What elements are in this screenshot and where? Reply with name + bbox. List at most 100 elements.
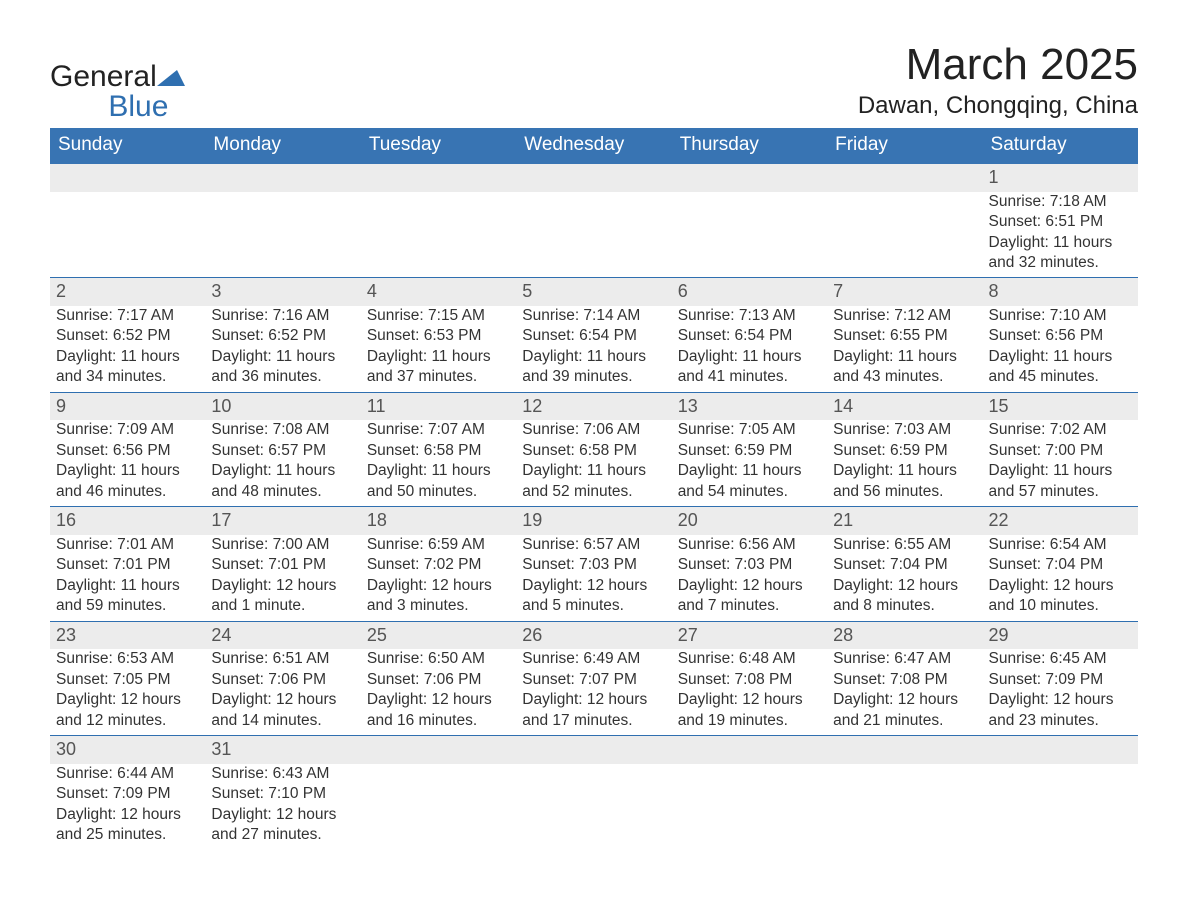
day-number: 1 [983,164,1138,192]
sunrise-line: Sunrise: 6:54 AM [989,536,1107,553]
day-number [205,164,360,192]
calendar-day-cell: 1Sunrise: 7:18 AMSunset: 6:51 PMDaylight… [983,164,1138,278]
sunset-line: Sunset: 7:04 PM [989,556,1104,573]
daylight-line: Daylight: 11 hours and 56 minutes. [833,462,957,499]
logo-icon [157,68,185,86]
sunset-line: Sunset: 6:56 PM [56,442,171,459]
sunrise-line: Sunrise: 6:50 AM [367,650,485,667]
calendar-day-cell: 3Sunrise: 7:16 AMSunset: 6:52 PMDaylight… [205,278,360,392]
day-number [361,164,516,192]
day-number: 21 [827,507,982,535]
day-number: 7 [827,278,982,306]
day-number [827,164,982,192]
calendar-day-cell: 19Sunrise: 6:57 AMSunset: 7:03 PMDayligh… [516,507,671,621]
daylight-line: Daylight: 11 hours and 32 minutes. [989,234,1113,271]
day-details: Sunrise: 7:10 AMSunset: 6:56 PMDaylight:… [983,306,1138,392]
day-details: Sunrise: 7:15 AMSunset: 6:53 PMDaylight:… [361,306,516,392]
daylight-line: Daylight: 11 hours and 41 minutes. [678,348,802,385]
sunset-line: Sunset: 7:05 PM [56,671,171,688]
day-details: Sunrise: 6:55 AMSunset: 7:04 PMDaylight:… [827,535,982,621]
day-number: 5 [516,278,671,306]
calendar-day-cell [361,736,516,850]
day-number: 17 [205,507,360,535]
sunset-line: Sunset: 6:53 PM [367,327,482,344]
daylight-line: Daylight: 11 hours and 36 minutes. [211,348,335,385]
daylight-line: Daylight: 11 hours and 39 minutes. [522,348,646,385]
day-number: 3 [205,278,360,306]
sunrise-line: Sunrise: 7:03 AM [833,421,951,438]
calendar-day-cell: 20Sunrise: 6:56 AMSunset: 7:03 PMDayligh… [672,507,827,621]
daylight-line: Daylight: 11 hours and 34 minutes. [56,348,180,385]
sunset-line: Sunset: 7:09 PM [989,671,1104,688]
sunset-line: Sunset: 6:58 PM [522,442,637,459]
sunrise-line: Sunrise: 6:57 AM [522,536,640,553]
sunset-line: Sunset: 6:52 PM [211,327,326,344]
daylight-line: Daylight: 11 hours and 45 minutes. [989,348,1113,385]
calendar-day-cell: 29Sunrise: 6:45 AMSunset: 7:09 PMDayligh… [983,621,1138,735]
title-block: March 2025 Dawan, Chongqing, China [858,40,1138,120]
day-details: Sunrise: 7:16 AMSunset: 6:52 PMDaylight:… [205,306,360,392]
sunrise-line: Sunrise: 6:43 AM [211,765,329,782]
day-number: 18 [361,507,516,535]
calendar-day-cell: 11Sunrise: 7:07 AMSunset: 6:58 PMDayligh… [361,392,516,506]
sunrise-line: Sunrise: 7:01 AM [56,536,174,553]
calendar-day-cell [672,164,827,278]
day-number: 2 [50,278,205,306]
day-number: 28 [827,622,982,650]
calendar-day-cell: 28Sunrise: 6:47 AMSunset: 7:08 PMDayligh… [827,621,982,735]
sunrise-line: Sunrise: 7:07 AM [367,421,485,438]
daylight-line: Daylight: 12 hours and 21 minutes. [833,691,958,728]
calendar-day-cell: 7Sunrise: 7:12 AMSunset: 6:55 PMDaylight… [827,278,982,392]
day-number: 19 [516,507,671,535]
calendar-day-cell [983,736,1138,850]
day-details: Sunrise: 6:53 AM Sunset: 7:05 PM Daylight:… [50,649,205,735]
sunrise-line: Sunrise: 6:44 AM [56,765,174,782]
day-number: 8 [983,278,1138,306]
sunrise-line: Sunrise: 7:08 AM [211,421,329,438]
day-number [361,736,516,764]
calendar-day-cell: 14Sunrise: 7:03 AMSunset: 6:59 PMDayligh… [827,392,982,506]
day-number: 11 [361,393,516,421]
calendar-day-cell [50,164,205,278]
day-details: Sunrise: 7:17 AMSunset: 6:52 PMDaylight:… [50,306,205,392]
day-number: 12 [516,393,671,421]
calendar-day-cell [361,164,516,278]
day-details: Sunrise: 6:57 AMSunset: 7:03 PMDaylight:… [516,535,671,621]
day-details: Sunrise: 6:56 AMSunset: 7:03 PMDaylight:… [672,535,827,621]
calendar-day-cell: 22Sunrise: 6:54 AMSunset: 7:04 PMDayligh… [983,507,1138,621]
sunrise-line: Sunrise: 7:02 AM [989,421,1107,438]
day-number [50,164,205,192]
daylight-line: Daylight: 12 hours and 12 minutes. [56,691,181,728]
sunrise-line: Sunrise: 7:05 AM [678,421,796,438]
day-number: 31 [205,736,360,764]
day-number: 9 [50,393,205,421]
day-number: 26 [516,622,671,650]
day-number: 24 [205,622,360,650]
daylight-line: Daylight: 11 hours and 57 minutes. [989,462,1113,499]
calendar-week: 9Sunrise: 7:09 AMSunset: 6:56 PMDaylight… [50,392,1138,506]
sunset-line: Sunset: 7:06 PM [211,671,326,688]
daylight-line: Daylight: 12 hours and 3 minutes. [367,577,492,614]
calendar-day-cell: 23Sunrise: 6:53 AMSunset: 7:05 PMDayligh… [50,621,205,735]
sunset-line: Sunset: 7:01 PM [211,556,326,573]
calendar-day-cell: 10Sunrise: 7:08 AMSunset: 6:57 PMDayligh… [205,392,360,506]
daylight-line: Daylight: 11 hours and 52 minutes. [522,462,646,499]
calendar-day-cell: 8Sunrise: 7:10 AMSunset: 6:56 PMDaylight… [983,278,1138,392]
day-details: Sunrise: 6:54 AMSunset: 7:04 PMDaylight:… [983,535,1138,621]
day-details: Sunrise: 7:14 AMSunset: 6:54 PMDaylight:… [516,306,671,392]
calendar-table: SundayMondayTuesdayWednesdayThursdayFrid… [50,128,1138,849]
calendar-day-cell: 25Sunrise: 6:50 AMSunset: 7:06 PMDayligh… [361,621,516,735]
day-number: 15 [983,393,1138,421]
calendar-day-cell: 5Sunrise: 7:14 AMSunset: 6:54 PMDaylight… [516,278,671,392]
calendar-day-cell: 13Sunrise: 7:05 AMSunset: 6:59 PMDayligh… [672,392,827,506]
calendar-day-cell: 24Sunrise: 6:51 AMSunset: 7:06 PMDayligh… [205,621,360,735]
sunset-line: Sunset: 6:59 PM [678,442,793,459]
daylight-line: Daylight: 12 hours and 27 minutes. [211,806,336,843]
day-details: Sunrise: 7:05 AMSunset: 6:59 PMDaylight:… [672,420,827,506]
daylight-line: Daylight: 12 hours and 16 minutes. [367,691,492,728]
day-number: 10 [205,393,360,421]
sunrise-line: Sunrise: 6:53 AM [56,650,174,667]
day-number: 20 [672,507,827,535]
sunrise-line: Sunrise: 7:18 AM [989,193,1107,210]
sunrise-line: Sunrise: 6:51 AM [211,650,329,667]
